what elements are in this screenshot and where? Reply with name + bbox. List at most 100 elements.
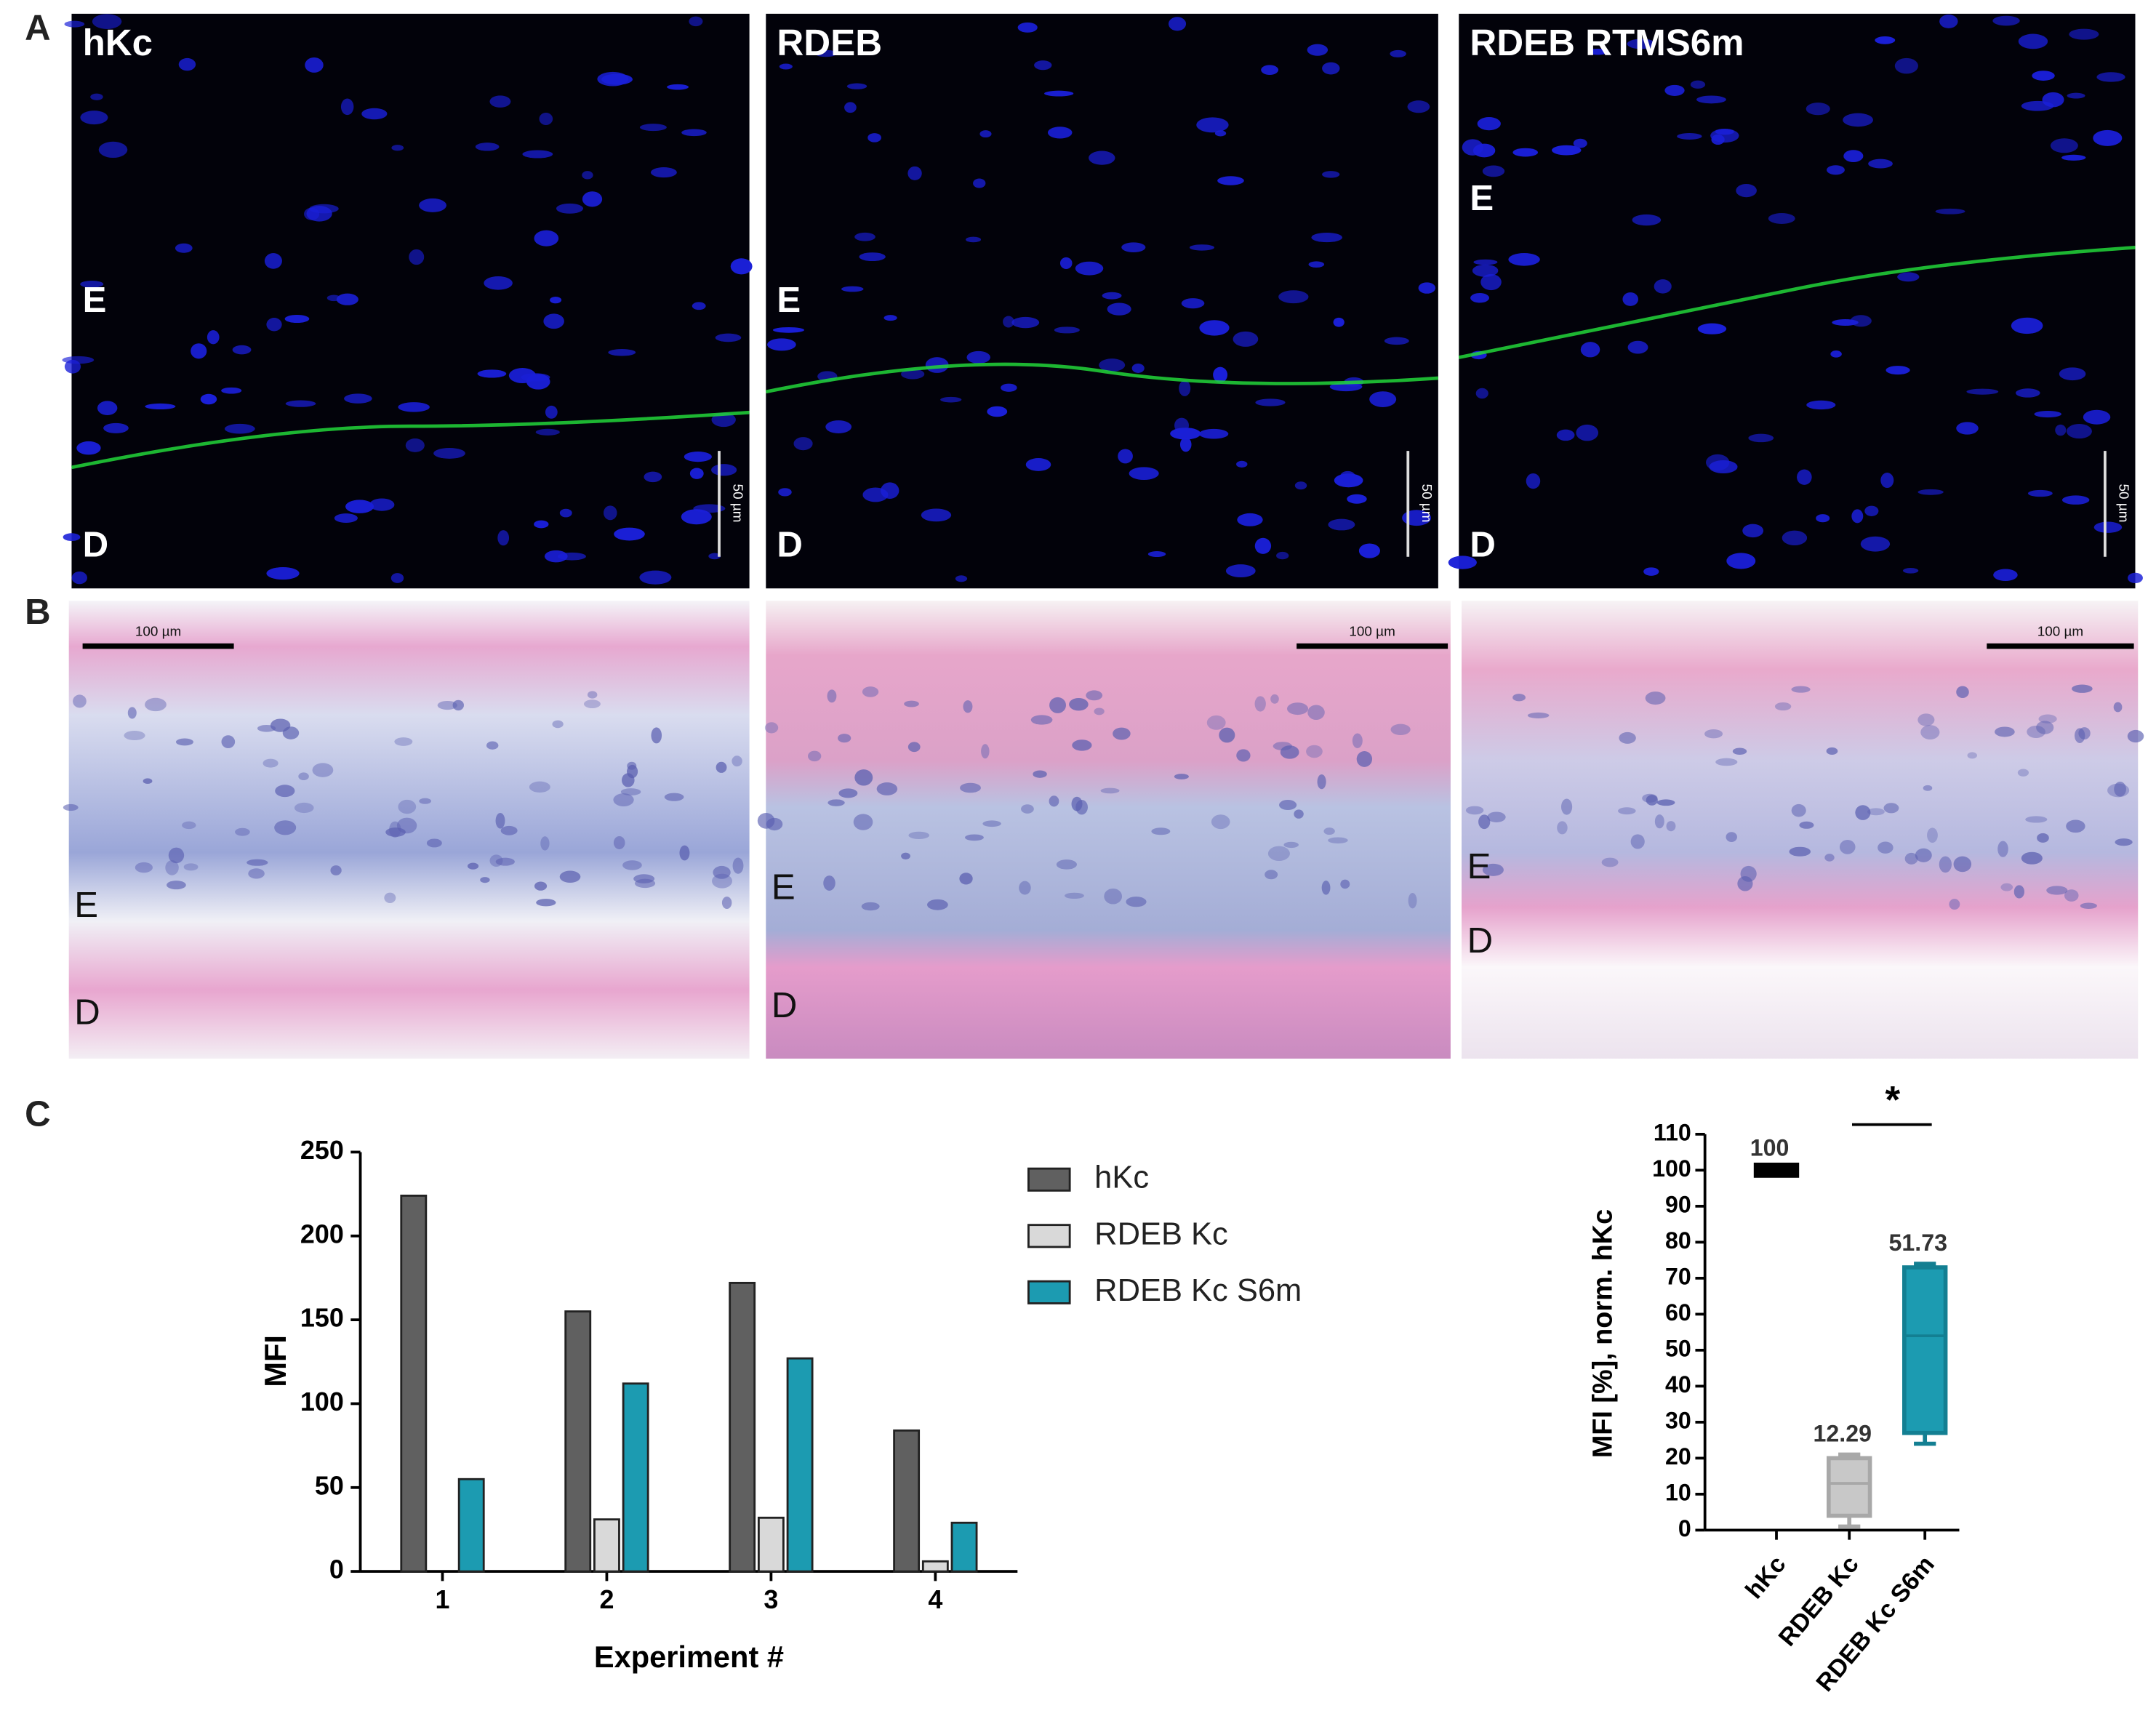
nucleus (2061, 495, 2090, 505)
cell (270, 718, 291, 732)
bar (457, 1478, 485, 1573)
cell (1927, 827, 1938, 843)
y-tick-label: 10 (1665, 1479, 1691, 1505)
nucleus (345, 500, 374, 513)
y-tick-label: 90 (1665, 1191, 1691, 1217)
x-tick-label: 2 (599, 1584, 614, 1614)
y-tick-label: 20 (1665, 1443, 1691, 1470)
nucleus (1956, 422, 1979, 435)
cell (2078, 727, 2091, 739)
nucleus (793, 437, 813, 451)
nucleus (772, 326, 805, 333)
bar (593, 1518, 620, 1573)
nucleus (2032, 71, 2055, 81)
nucleus (1339, 470, 1356, 483)
cell (398, 799, 417, 814)
cell (1789, 846, 1811, 857)
cell (1656, 799, 1675, 806)
cell (1824, 854, 1835, 862)
y-tick-label: 150 (300, 1303, 344, 1333)
cell (1920, 725, 1940, 739)
box (1902, 1265, 1948, 1435)
cell (1774, 702, 1792, 711)
cell (495, 857, 515, 866)
nucleus (1255, 398, 1286, 406)
cell (633, 874, 655, 883)
cell (908, 831, 930, 839)
cell (486, 741, 499, 750)
nucleus (305, 57, 324, 73)
nucleus (1294, 481, 1307, 490)
nucleus (684, 452, 712, 462)
nucleus (2027, 489, 2053, 497)
y-tick-label: 30 (1665, 1407, 1691, 1433)
cell (1408, 892, 1417, 909)
y-tick-label: 110 (1654, 1119, 1691, 1145)
cell (1306, 745, 1323, 758)
cell (127, 707, 137, 719)
cell (766, 817, 783, 831)
legend-swatch (1027, 1280, 1071, 1304)
cell (437, 700, 457, 710)
cell (2025, 816, 2048, 823)
nucleus (1328, 518, 1355, 531)
cell (1323, 827, 1335, 835)
nucleus (814, 49, 838, 57)
cell (1995, 726, 2015, 737)
nucleus (419, 198, 446, 212)
nucleus (1121, 242, 1146, 253)
cell (1732, 747, 1747, 755)
cell (1726, 832, 1737, 842)
nucleus (1107, 302, 1131, 316)
nucleus (2069, 28, 2099, 40)
cell (2013, 885, 2024, 899)
nucleus (326, 294, 341, 302)
nucleus (1254, 537, 1272, 554)
nucleus (1797, 469, 1812, 485)
nucleus (907, 166, 922, 180)
cell (135, 862, 153, 873)
nucleus (1622, 292, 1638, 306)
nucleus (391, 145, 404, 151)
nucleus (1480, 273, 1502, 291)
cell (1104, 888, 1123, 905)
nucleus (1748, 433, 1774, 443)
nucleus (178, 57, 196, 71)
cell (145, 697, 167, 712)
cell (248, 868, 265, 879)
nucleus (2055, 424, 2067, 436)
nucleus (76, 441, 101, 455)
nucleus (1199, 428, 1229, 439)
nucleus (708, 553, 721, 560)
cell (1100, 787, 1120, 794)
cell (1883, 803, 1899, 814)
nucleus (1017, 22, 1038, 33)
cell (1791, 686, 1811, 693)
cell (1487, 811, 1506, 822)
nucleus (841, 286, 864, 292)
nucleus (1276, 551, 1289, 560)
nucleus (1827, 165, 1845, 175)
cell (716, 761, 727, 773)
nucleus (1047, 127, 1073, 139)
y-tick-label: 100 (1652, 1155, 1691, 1182)
nucleus (266, 567, 300, 580)
cell (1307, 705, 1325, 721)
nucleus (1843, 150, 1864, 162)
cell (452, 699, 464, 711)
cell (182, 821, 196, 830)
nucleus (1213, 366, 1228, 383)
y-tick-label: 0 (329, 1555, 344, 1584)
cell (1482, 863, 1504, 876)
scale-label: 100 µm (2037, 625, 2083, 640)
epidermis-label: E (74, 886, 98, 925)
scale-label: 100 µm (1349, 625, 1395, 640)
nucleus (1214, 130, 1227, 137)
nucleus (2018, 33, 2048, 49)
cell (1512, 694, 1526, 702)
mean-label: 51.73 (1889, 1230, 1947, 1256)
dermis-label: D (777, 526, 803, 565)
nucleus (1168, 17, 1187, 31)
nucleus (940, 396, 962, 403)
